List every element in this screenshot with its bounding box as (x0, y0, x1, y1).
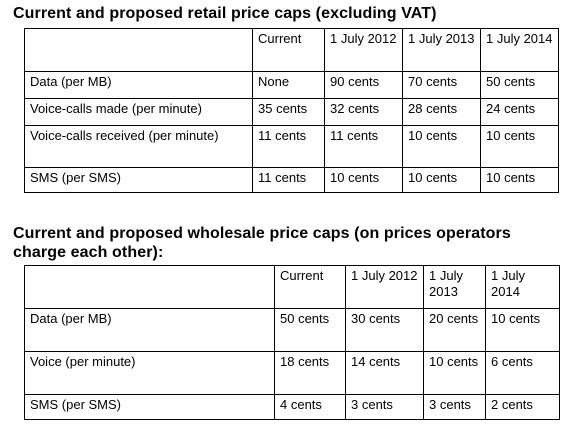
table-cell: 6 cents (485, 351, 560, 395)
table-row: Voice (per minute) 18 cents 14 cents 10 … (24, 351, 560, 395)
table-cell: 3 cents (345, 394, 424, 420)
header-cell: 1 July 2012 (324, 28, 403, 72)
table-cell: 11 cents (324, 125, 403, 168)
table-cell: 20 cents (423, 308, 486, 352)
header-cell: 1 July 2013 (402, 28, 481, 72)
table-row: Data (per MB) 50 cents 30 cents 20 cents… (24, 308, 560, 352)
table-cell: 10 cents (480, 125, 559, 168)
table-cell: 11 cents (252, 167, 325, 193)
retail-caps-heading: Current and proposed retail price caps (… (13, 5, 437, 22)
table-row: SMS (per SMS) 4 cents 3 cents 3 cents 2 … (24, 394, 560, 420)
table-cell: 10 cents (402, 125, 481, 168)
table-cell: 32 cents (324, 98, 403, 126)
table-row: SMS (per SMS) 11 cents 10 cents 10 cents… (24, 167, 559, 193)
row-label-cell: SMS (per SMS) (24, 167, 253, 193)
table-row: Data (per MB) None 90 cents 70 cents 50 … (24, 71, 559, 99)
table-cell: None (252, 71, 325, 99)
row-label-cell: Voice (per minute) (24, 351, 275, 395)
row-label-cell: Data (per MB) (24, 308, 275, 352)
row-label-cell: Data (per MB) (24, 71, 253, 99)
table-cell: 90 cents (324, 71, 403, 99)
table-cell: 50 cents (480, 71, 559, 99)
table-cell: 24 cents (480, 98, 559, 126)
table-cell: 2 cents (485, 394, 560, 420)
table-cell: 70 cents (402, 71, 481, 99)
table-cell: 10 cents (480, 167, 559, 193)
table-cell: 50 cents (274, 308, 346, 352)
table-cell: 4 cents (274, 394, 346, 420)
table-cell: 11 cents (252, 125, 325, 168)
retail-price-caps-table: Current 1 July 2012 1 July 2013 1 July 2… (24, 28, 559, 193)
table-cell: 14 cents (345, 351, 424, 395)
table-cell: 28 cents (402, 98, 481, 126)
table-cell: 30 cents (345, 308, 424, 352)
header-cell: Current (274, 265, 346, 309)
table-cell: 10 cents (402, 167, 481, 193)
table-cell: 10 cents (485, 308, 560, 352)
header-cell: 1 July 2014 (480, 28, 559, 72)
row-label-cell: Voice-calls received (per minute) (24, 125, 253, 168)
wholesale-price-caps-table: Current 1 July 2012 1 July 2013 1 July 2… (24, 265, 560, 420)
table-cell: 35 cents (252, 98, 325, 126)
table-row: Voice-calls made (per minute) 35 cents 3… (24, 98, 559, 126)
header-cell (24, 265, 275, 309)
table-cell: 10 cents (423, 351, 486, 395)
table-cell: 18 cents (274, 351, 346, 395)
table-cell: 3 cents (423, 394, 486, 420)
header-cell (24, 28, 253, 72)
row-label-cell: Voice-calls made (per minute) (24, 98, 253, 126)
header-cell: 1 July 2014 (485, 265, 560, 309)
row-label-cell: SMS (per SMS) (24, 394, 275, 420)
header-cell: 1 July 2013 (423, 265, 486, 309)
table-header-row: Current 1 July 2012 1 July 2013 1 July 2… (24, 265, 560, 309)
table-header-row: Current 1 July 2012 1 July 2013 1 July 2… (24, 28, 559, 72)
header-cell: Current (252, 28, 325, 72)
table-row: Voice-calls received (per minute) 11 cen… (24, 125, 559, 168)
wholesale-caps-heading: Current and proposed wholesale price cap… (13, 225, 511, 261)
header-cell: 1 July 2012 (345, 265, 424, 309)
table-cell: 10 cents (324, 167, 403, 193)
